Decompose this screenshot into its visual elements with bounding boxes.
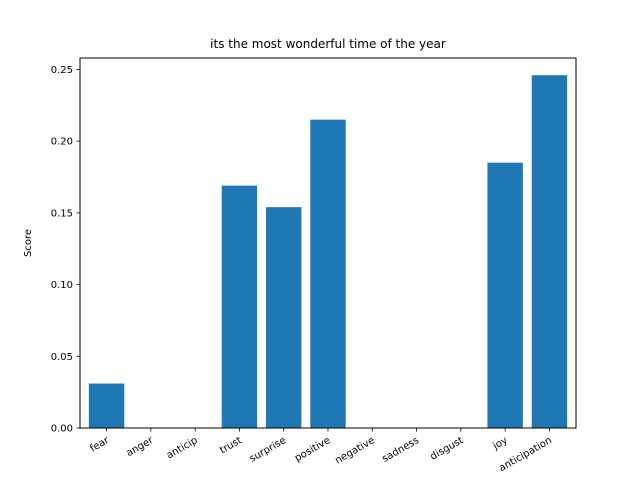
x-tick-label-anticip: anticip [165,435,200,461]
y-tick-label: 0.25 [51,65,73,76]
bar-trust [221,185,258,428]
y-axis: 0.00 0.05 0.10 0.15 0.20 0.25 [51,65,80,435]
bar-positive [310,119,346,429]
plot-frame [79,57,577,429]
bar-surprise [266,207,302,428]
x-tick-label-joy: joy [490,435,509,452]
y-tick-label: 0.00 [51,424,73,435]
x-tick-label-trust: trust [218,435,244,456]
x-axis: fear anger anticip trust surprise positive neg… [88,428,554,474]
bars-group [88,75,568,429]
y-tick-label: 0.20 [51,137,73,148]
y-tick-label: 0.15 [51,208,73,219]
chart-title: its the most wonderful time of the year [210,37,446,51]
bar-joy [487,162,523,428]
x-tick-label-anger: anger [125,435,156,460]
x-tick-label-negative: negative [333,435,376,466]
x-tick-label-surprise: surprise [248,435,288,465]
y-tick-label: 0.10 [51,280,73,291]
x-tick-label-fear: fear [88,435,112,455]
bar-anticipation [531,75,568,429]
bar-fear [88,383,125,428]
x-tick-label-sadness: sadness [380,435,421,465]
y-tick-label: 0.05 [51,352,73,363]
x-tick-label-positive: positive [293,435,332,464]
y-axis-label: Score [23,229,34,257]
x-tick-label-disgust: disgust [429,435,466,463]
